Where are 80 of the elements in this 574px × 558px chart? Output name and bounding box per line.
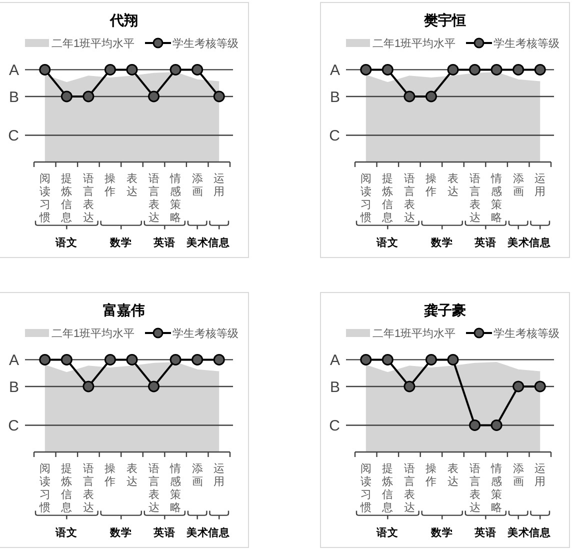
- text: 语文: [376, 526, 399, 539]
- x-tick-label: 语言表达: [469, 173, 480, 224]
- chart-title: 代翔: [108, 11, 139, 29]
- text: 数学: [430, 526, 454, 539]
- text: 语文: [54, 236, 78, 249]
- x-tick-label: 阅读习惯: [38, 463, 50, 514]
- x-tick-label: 情感策略: [490, 462, 502, 514]
- x-tick-label: 阅读习惯: [38, 173, 50, 224]
- text: 数学: [109, 236, 132, 249]
- x-tick-label: 语言表达: [404, 173, 415, 224]
- x-tick-label: 语言表达: [404, 463, 415, 514]
- x-tick-label: 添画: [192, 173, 203, 198]
- chart-title: 樊宇恒: [423, 11, 467, 29]
- x-tick-label: 情感策略: [490, 172, 502, 224]
- x-tick-label: 情感策略: [169, 172, 182, 224]
- x-tick-label: 阅读习惯: [359, 463, 372, 514]
- legend-label: 学生考核等级: [172, 36, 239, 50]
- ref-line-label: A: [8, 62, 19, 80]
- chart-title: 富嘉伟: [102, 301, 146, 319]
- x-tick-label: 运用: [534, 462, 546, 488]
- text: 美术: [506, 526, 530, 539]
- ref-line-label: B: [8, 378, 19, 396]
- chart-title: 龚子豪: [423, 301, 467, 319]
- ref-line-label: A: [330, 352, 340, 370]
- x-tick-label: 语言表达: [148, 463, 160, 514]
- x-tick-label: 运用: [534, 172, 546, 198]
- text: 数学: [109, 526, 132, 539]
- x-tick-label: 提炼信息: [60, 173, 72, 224]
- x-tick-label: 语言表达: [82, 463, 94, 514]
- x-tick-label: 操作: [424, 463, 437, 488]
- text: 信息: [528, 236, 552, 249]
- x-tick-label: 添画: [512, 173, 524, 198]
- text: 英语: [152, 526, 176, 539]
- x-tick-label: 语言表达: [148, 173, 160, 224]
- x-tick-label: 表达: [448, 462, 458, 488]
- legend-label: 二年1班平均水平: [51, 326, 135, 340]
- text: 英语: [152, 236, 176, 249]
- x-tick-label: 阅读习惯: [359, 173, 372, 224]
- x-tick-label: 运用: [214, 462, 225, 488]
- ref-line-label: C: [8, 418, 20, 435]
- x-tick-label: 提炼信息: [381, 463, 394, 514]
- text: 美术: [185, 526, 208, 539]
- ref-line-label: B: [330, 88, 340, 106]
- x-tick-label: 操作: [424, 173, 437, 198]
- ref-line-label: A: [8, 352, 19, 370]
- ref-line-label: B: [8, 88, 19, 106]
- text: 信息: [207, 236, 232, 249]
- ref-line-label: C: [329, 418, 340, 435]
- text: 语文: [54, 526, 78, 539]
- x-tick-label: 添画: [192, 463, 203, 488]
- x-tick-label: 操作: [104, 173, 116, 198]
- x-tick-label: 表达: [126, 462, 138, 488]
- x-tick-label: 提炼信息: [60, 463, 72, 514]
- x-tick-label: 语言表达: [82, 173, 94, 224]
- x-tick-label: 提炼信息: [381, 173, 394, 224]
- x-tick-label: 表达: [448, 172, 458, 198]
- ref-line-label: B: [330, 378, 340, 396]
- ref-line-label: C: [329, 128, 340, 145]
- text: 信息: [528, 526, 552, 539]
- legend-label: 二年1班平均水平: [372, 326, 456, 340]
- text: 语文: [376, 236, 399, 249]
- ref-line-label: C: [8, 128, 20, 145]
- text: 英语: [474, 526, 497, 539]
- x-tick-label: 运用: [214, 172, 225, 198]
- text: 信息: [207, 526, 232, 539]
- x-tick-label: 语言表达: [469, 463, 480, 514]
- legend-label: 二年1班平均水平: [372, 36, 456, 50]
- text: 美术: [185, 236, 208, 249]
- x-tick-label: 操作: [104, 463, 116, 488]
- x-tick-label: 添画: [512, 463, 524, 488]
- text: 数学: [430, 236, 454, 249]
- legend-label: 二年1班平均水平: [51, 36, 135, 50]
- text: 英语: [474, 236, 497, 249]
- x-tick-label: 表达: [126, 172, 138, 198]
- legend-label: 学生考核等级: [172, 326, 239, 340]
- legend-label: 学生考核等级: [494, 326, 560, 340]
- legend-label: 学生考核等级: [494, 36, 560, 50]
- x-tick-label: 情感策略: [169, 462, 182, 514]
- text: 美术: [506, 236, 530, 249]
- ref-line-label: A: [330, 62, 340, 80]
